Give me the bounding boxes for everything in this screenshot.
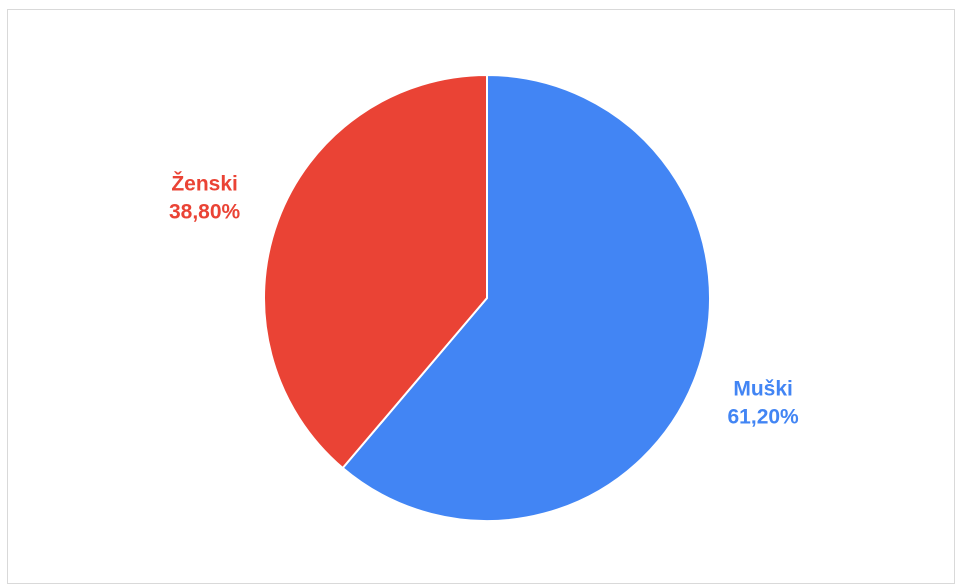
slice-percent-muski: 61,20% — [728, 405, 800, 428]
pie-slice-zenski[interactable] — [263, 73, 488, 470]
pie-slices — [263, 73, 711, 522]
slice-label-group-zenski: Ženski 38,80% — [169, 171, 241, 223]
slice-label-muski: Muški — [733, 377, 793, 400]
slice-percent-zenski: 38,80% — [169, 200, 241, 223]
slice-label-group-muski: Muški 61,20% — [728, 377, 800, 428]
pie-slice-muski[interactable] — [341, 73, 711, 522]
slice-label-zenski: Ženski — [171, 171, 238, 195]
